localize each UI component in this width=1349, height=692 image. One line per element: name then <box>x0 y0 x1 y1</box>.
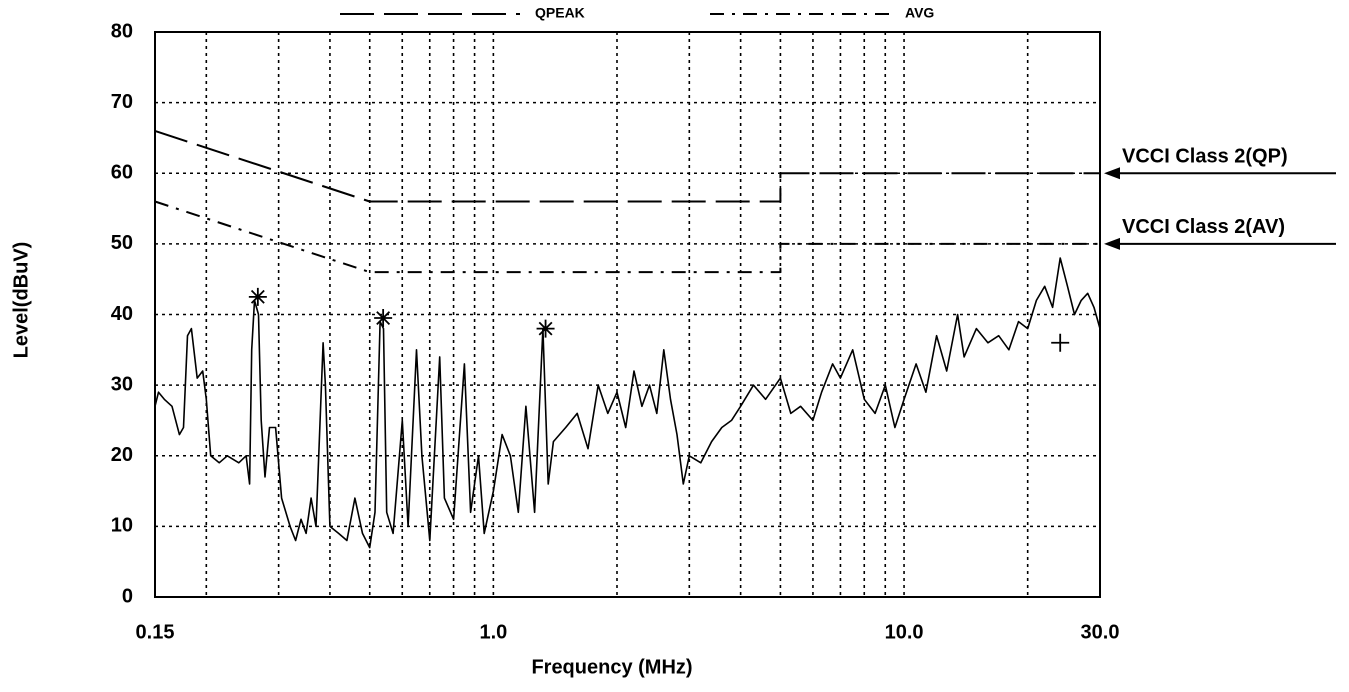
measurement-trace <box>154 257 1101 549</box>
y-tick-label: 10 <box>111 515 133 537</box>
y-axis-title: Level(dBuV) <box>10 242 32 359</box>
arrow-head <box>1104 237 1120 250</box>
y-tick-label: 40 <box>111 303 133 325</box>
x-axis-title: Frequency (MHz) <box>531 656 692 678</box>
limit-line <box>154 200 1100 274</box>
y-tick-label: 70 <box>111 91 133 113</box>
arrow-head <box>1104 167 1120 180</box>
peak-marker <box>1051 333 1070 352</box>
y-tick-label: 50 <box>111 232 133 254</box>
peak-marker <box>374 309 393 328</box>
peak-marker <box>536 319 555 338</box>
limit-line <box>154 129 1100 203</box>
y-tick-label: 20 <box>111 444 133 466</box>
legend-label: AVG <box>905 5 934 21</box>
y-tick-label: 0 <box>122 585 133 607</box>
x-tick-label: 0.15 <box>136 621 175 643</box>
x-tick-label: 10.0 <box>885 621 924 643</box>
x-tick-label: 1.0 <box>479 621 507 643</box>
y-tick-label: 80 <box>111 20 133 42</box>
legend-label: QPEAK <box>535 5 585 21</box>
x-tick-label: 30.0 <box>1081 621 1120 643</box>
plot-frame <box>154 31 1101 598</box>
peak-marker <box>248 287 267 306</box>
y-tick-label: 30 <box>111 373 133 395</box>
annotation-label: VCCI Class 2(QP) <box>1122 146 1288 168</box>
annotation-label: VCCI Class 2(AV) <box>1122 216 1285 238</box>
y-tick-label: 60 <box>111 162 133 184</box>
